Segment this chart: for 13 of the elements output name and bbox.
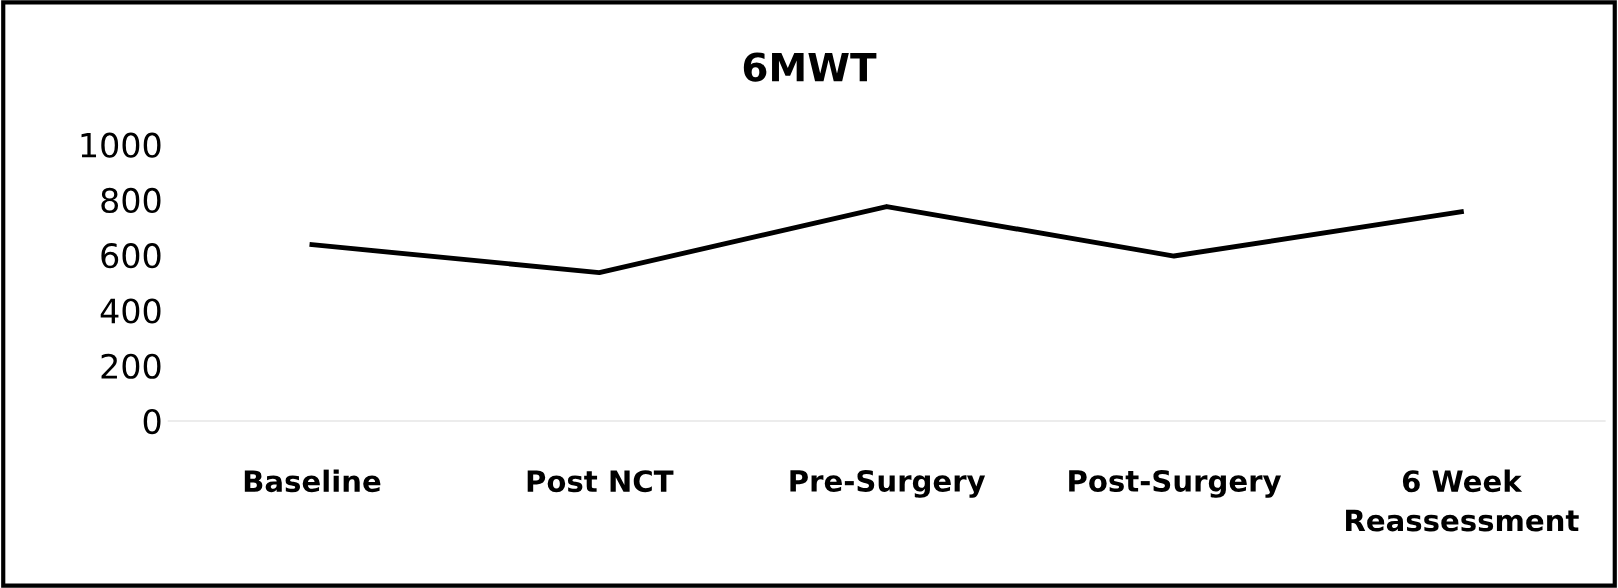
x-tick-label: Baseline — [244, 469, 381, 493]
chart-title: 6MWT — [743, 52, 877, 82]
y-tick-label: 600 — [101, 243, 161, 269]
y-tick-label: 0 — [143, 408, 161, 435]
x-tick-label: Post NCT — [527, 470, 674, 493]
y-tick-label: 400 — [100, 298, 161, 324]
x-tick-label: Pre-Surgery — [790, 469, 986, 498]
y-tick-label: 800 — [101, 187, 161, 214]
y-tick-label: 1000 — [81, 132, 161, 158]
x-tick-label: Post-Surgery — [1069, 469, 1282, 498]
line-series — [309, 204, 1464, 276]
x-tick-label: 6 Week Reassessment — [1346, 469, 1579, 532]
y-tick-label: 200 — [101, 353, 161, 379]
